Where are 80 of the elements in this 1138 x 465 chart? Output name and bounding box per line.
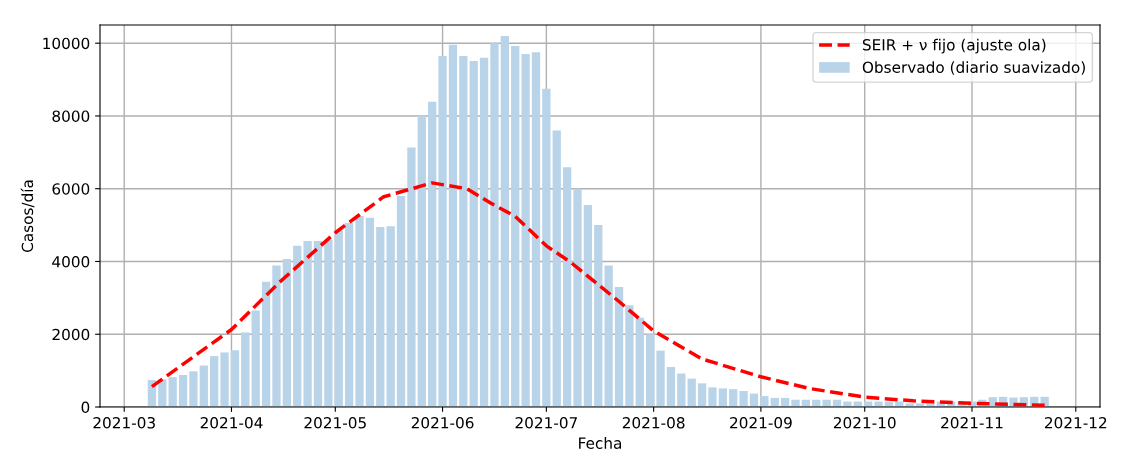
bar xyxy=(407,147,416,407)
bar xyxy=(511,46,520,407)
bar xyxy=(614,286,624,407)
bar xyxy=(428,101,437,407)
bar xyxy=(791,399,800,407)
bar xyxy=(459,55,468,407)
bar xyxy=(303,241,312,407)
bar xyxy=(438,55,447,407)
bar xyxy=(334,230,343,407)
x-tick-label: 2021-11 xyxy=(941,416,1003,429)
y-tick-label: 6000 xyxy=(52,183,90,195)
legend-label: SEIR + ν fijo (ajuste ola) xyxy=(862,38,1046,54)
x-tick-label: 2021-10 xyxy=(833,416,896,429)
bar xyxy=(521,54,530,407)
x-tick-label: 2021-06 xyxy=(411,416,474,429)
bar xyxy=(542,88,551,407)
bar xyxy=(760,396,769,407)
bar xyxy=(656,350,665,407)
bar xyxy=(293,245,302,407)
x-tick-label: 2021-09 xyxy=(730,416,792,429)
bar xyxy=(355,216,364,407)
y-axis-title: Casos/día xyxy=(20,180,35,253)
bar xyxy=(739,390,748,407)
bar xyxy=(687,378,696,407)
bar xyxy=(210,356,219,407)
bar xyxy=(313,241,323,407)
bar xyxy=(251,310,260,407)
bar xyxy=(677,373,686,407)
bar xyxy=(386,226,395,407)
bar xyxy=(220,352,229,407)
x-tick-label: 2021-08 xyxy=(622,416,685,429)
y-tick-label: 2000 xyxy=(52,328,90,341)
bar xyxy=(594,225,603,407)
bar xyxy=(635,317,644,407)
bar xyxy=(230,350,240,407)
bar xyxy=(646,334,655,407)
bar xyxy=(282,258,291,407)
bar xyxy=(666,366,676,407)
bar xyxy=(261,281,271,407)
bar xyxy=(344,222,354,407)
bar xyxy=(697,383,707,407)
bar xyxy=(168,377,177,407)
x-tick-label: 2021-12 xyxy=(1044,416,1107,429)
bar xyxy=(365,217,375,407)
bar xyxy=(562,167,572,407)
line-series xyxy=(150,181,1047,407)
bar xyxy=(500,35,509,407)
bar xyxy=(531,52,541,407)
x-tick-label: 2021-03 xyxy=(93,416,155,429)
bar xyxy=(625,305,634,407)
bar xyxy=(241,332,250,407)
bar xyxy=(417,115,426,407)
bar xyxy=(708,387,717,407)
bar xyxy=(583,205,593,407)
x-tick-label: 2021-07 xyxy=(515,416,577,429)
x-axis-title: Fecha xyxy=(579,437,622,449)
bar xyxy=(272,265,281,407)
bar xyxy=(189,371,198,407)
y-tick-label: 4000 xyxy=(52,255,90,268)
bar xyxy=(324,239,333,407)
bar xyxy=(573,188,582,407)
bar xyxy=(396,195,406,407)
y-tick-label: 10000 xyxy=(43,37,90,50)
bar xyxy=(376,226,385,407)
legend-label: Observado (diario suavizado) xyxy=(862,61,1085,75)
bar xyxy=(178,374,188,407)
bar xyxy=(552,130,561,407)
bar xyxy=(490,43,499,407)
bar xyxy=(469,61,478,407)
bar xyxy=(822,399,831,407)
y-tick-label: 0 xyxy=(81,401,90,414)
bar xyxy=(199,365,208,407)
bar xyxy=(479,57,489,407)
y-tick-label: 8000 xyxy=(52,110,90,122)
bar xyxy=(448,44,458,407)
bar xyxy=(604,265,613,407)
bar xyxy=(718,388,727,407)
bar xyxy=(729,389,738,407)
x-tick-label: 2021-04 xyxy=(200,416,263,429)
x-tick-label: 2021-05 xyxy=(304,416,366,429)
